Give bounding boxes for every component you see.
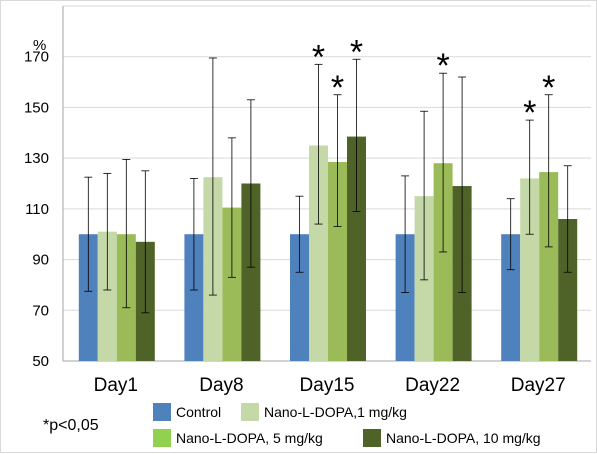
legend-swatch — [153, 429, 171, 447]
bar — [347, 136, 366, 361]
bar — [501, 234, 521, 361]
legend-swatch — [241, 403, 259, 421]
y-tick-label: 50 — [32, 353, 49, 370]
bar — [290, 234, 309, 361]
bar — [558, 219, 578, 361]
y-axis-label: % — [33, 37, 46, 54]
bar — [520, 178, 540, 361]
bar — [309, 145, 328, 361]
x-tick-label: Day1 — [94, 375, 138, 396]
legend-label: Nano-L-DOPA,1 mg/kg — [264, 404, 407, 420]
bars — [78, 136, 578, 361]
y-tick-label: 70 — [32, 302, 49, 319]
bar — [97, 231, 117, 361]
bar — [433, 163, 453, 361]
legend-swatch — [363, 429, 381, 447]
significance-asterisk: * — [523, 94, 536, 132]
y-tick-label: 170 — [24, 49, 49, 66]
legend-label: Nano-L-DOPA, 5 mg/kg — [176, 430, 323, 446]
bar — [328, 161, 347, 361]
legend-label: Nano-L-DOPA, 10 mg/kg — [386, 430, 541, 446]
bar — [78, 234, 98, 361]
error-bars — [84, 57, 572, 314]
y-tick-label: 90 — [32, 252, 49, 269]
bar — [222, 207, 242, 361]
y-tick-label: 110 — [25, 201, 49, 218]
bar — [241, 183, 261, 361]
legend-swatch — [153, 403, 171, 421]
legend-item-control: Control — [153, 403, 221, 421]
x-tick-label: Day22 — [405, 375, 460, 396]
significance-markers: *** *** — [312, 33, 555, 132]
significance-asterisk: * — [350, 33, 363, 71]
significance-asterisk: * — [542, 69, 555, 107]
axis-labels: 50 70 90 110 130 150 170% Day1 Day8 Day15 Day22 Day… — [24, 37, 566, 396]
legend-item-5mg: Nano-L-DOPA, 5 mg/kg — [153, 429, 323, 447]
bar — [395, 234, 415, 361]
footnote: *p<0,05 — [43, 417, 99, 434]
significance-asterisk: * — [331, 69, 344, 107]
bar — [539, 172, 559, 361]
legend-label: Control — [176, 404, 222, 420]
x-tick-label: Day15 — [300, 375, 355, 396]
bar — [184, 234, 204, 361]
y-tick-label: 150 — [24, 99, 49, 116]
x-tick-label: Day8 — [199, 375, 243, 396]
legend-item-10mg: Nano-L-DOPA, 10 mg/kg — [363, 429, 541, 447]
x-tick-label: Day27 — [511, 375, 566, 396]
significance-asterisk: * — [436, 47, 449, 85]
significance-asterisk: * — [312, 38, 325, 76]
y-tick-label: 130 — [24, 150, 49, 167]
legend-item-1mg: Nano-L-DOPA,1 mg/kg — [241, 403, 407, 421]
